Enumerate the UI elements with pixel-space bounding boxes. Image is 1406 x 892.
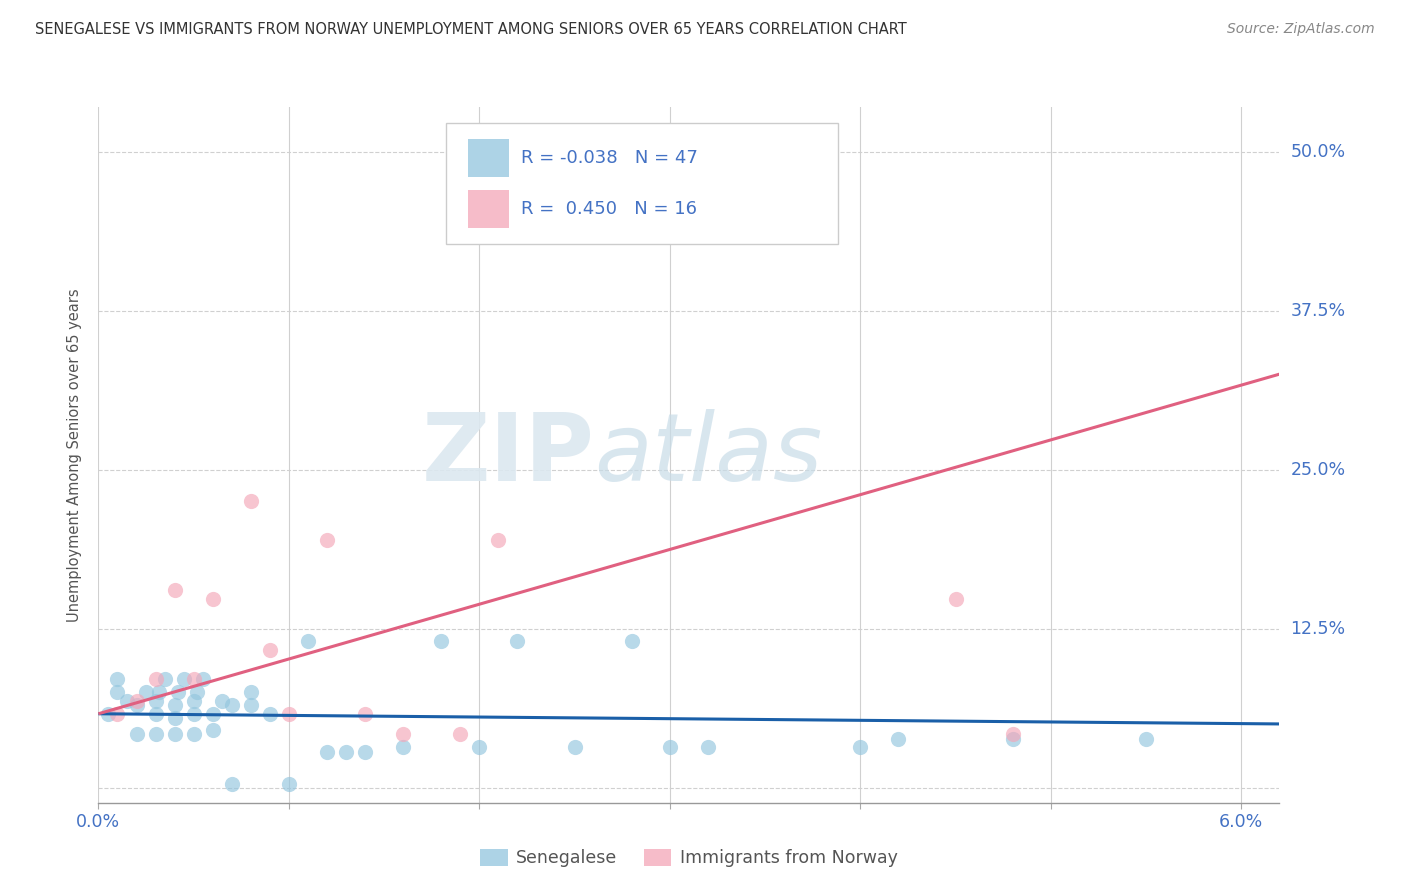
Point xyxy=(107,685,129,699)
Point xyxy=(620,634,643,648)
Point xyxy=(211,694,233,708)
Point xyxy=(163,583,186,598)
Point xyxy=(97,706,120,721)
Point xyxy=(297,634,319,648)
Point xyxy=(167,685,190,699)
Text: 50.0%: 50.0% xyxy=(1291,143,1346,161)
Point xyxy=(201,592,224,607)
Point xyxy=(564,739,586,754)
Point xyxy=(163,710,186,724)
Legend: Senegalese, Immigrants from Norway: Senegalese, Immigrants from Norway xyxy=(472,842,905,874)
Point xyxy=(1001,727,1024,741)
Point xyxy=(1001,732,1024,747)
Point xyxy=(145,727,167,741)
Point xyxy=(239,698,262,712)
Text: R =  0.450   N = 16: R = 0.450 N = 16 xyxy=(520,200,697,219)
Point xyxy=(145,673,167,687)
Point xyxy=(163,698,186,712)
Point xyxy=(449,727,471,741)
Point xyxy=(887,732,910,747)
Point xyxy=(316,745,339,759)
Text: atlas: atlas xyxy=(595,409,823,500)
Text: Source: ZipAtlas.com: Source: ZipAtlas.com xyxy=(1227,22,1375,37)
Point xyxy=(183,694,205,708)
Point xyxy=(658,739,681,754)
Point xyxy=(107,706,129,721)
Point xyxy=(183,727,205,741)
Point xyxy=(125,698,148,712)
Point xyxy=(430,634,453,648)
Point xyxy=(335,745,357,759)
Point xyxy=(125,694,148,708)
Point xyxy=(183,706,205,721)
Text: ZIP: ZIP xyxy=(422,409,595,501)
Point xyxy=(221,777,243,791)
Y-axis label: Unemployment Among Seniors over 65 years: Unemployment Among Seniors over 65 years xyxy=(67,288,83,622)
Point xyxy=(148,685,170,699)
Point xyxy=(193,673,215,687)
Point xyxy=(259,706,281,721)
Text: SENEGALESE VS IMMIGRANTS FROM NORWAY UNEMPLOYMENT AMONG SENIORS OVER 65 YEARS CO: SENEGALESE VS IMMIGRANTS FROM NORWAY UNE… xyxy=(35,22,907,37)
Point xyxy=(107,673,129,687)
Point xyxy=(145,694,167,708)
Point xyxy=(239,494,262,508)
Point xyxy=(183,673,205,687)
Point xyxy=(354,706,377,721)
Point xyxy=(186,685,208,699)
Point xyxy=(392,727,415,741)
Point xyxy=(1135,732,1157,747)
Point xyxy=(277,777,299,791)
Point xyxy=(945,592,967,607)
Point xyxy=(316,533,339,547)
Point xyxy=(145,706,167,721)
Point xyxy=(163,727,186,741)
Point xyxy=(115,694,138,708)
Point xyxy=(201,723,224,738)
Point xyxy=(277,706,299,721)
Point xyxy=(506,634,529,648)
Point xyxy=(221,698,243,712)
Text: 12.5%: 12.5% xyxy=(1291,620,1346,638)
Point xyxy=(173,673,195,687)
Point xyxy=(697,739,720,754)
Point xyxy=(354,745,377,759)
Point xyxy=(125,727,148,741)
Text: 25.0%: 25.0% xyxy=(1291,460,1346,478)
Point xyxy=(153,673,176,687)
Point xyxy=(392,739,415,754)
Point xyxy=(135,685,157,699)
Point xyxy=(488,533,510,547)
Text: 37.5%: 37.5% xyxy=(1291,301,1346,319)
Point xyxy=(201,706,224,721)
Point xyxy=(468,739,491,754)
Point xyxy=(259,643,281,657)
Point xyxy=(239,685,262,699)
Text: R = -0.038   N = 47: R = -0.038 N = 47 xyxy=(520,149,697,167)
Point xyxy=(849,739,872,754)
